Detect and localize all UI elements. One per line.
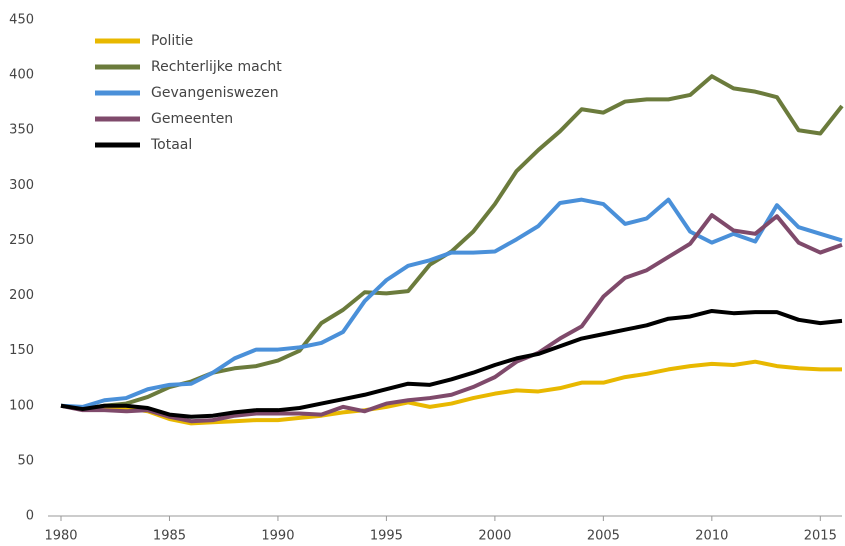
legend-label: Politie: [151, 33, 193, 49]
x-tick-label: 2015: [804, 529, 837, 544]
x-tick-label: 1995: [370, 529, 403, 544]
series-line: [60, 308, 843, 419]
x-tick-label: 2000: [478, 529, 511, 544]
y-tick-label: 300: [9, 178, 34, 193]
x-tick-label: 2005: [587, 529, 620, 544]
x-tick-label: 1990: [261, 529, 294, 544]
legend-label: Gemeenten: [151, 111, 233, 127]
y-tick-label: 150: [9, 343, 34, 358]
y-tick-label: 100: [9, 398, 34, 413]
legend-label: Totaal: [150, 137, 192, 153]
series-line: [60, 197, 843, 409]
legend-label: Rechterlijke macht: [151, 59, 282, 75]
y-tick-label: 350: [9, 123, 34, 138]
legend-label: Gevangeniswezen: [151, 85, 279, 101]
y-tick-label: 250: [9, 233, 34, 248]
x-tick-label: 1985: [153, 529, 186, 544]
x-tick-label: 2010: [695, 529, 728, 544]
y-tick-label: 450: [9, 13, 34, 28]
series-line: [60, 359, 842, 426]
y-tick-label: 400: [9, 68, 34, 83]
y-tick-label: 0: [26, 509, 34, 524]
series-line: [60, 213, 843, 424]
x-tick-label: 1980: [44, 529, 77, 544]
y-tick-label: 50: [17, 453, 34, 468]
y-tick-label: 200: [9, 288, 34, 303]
